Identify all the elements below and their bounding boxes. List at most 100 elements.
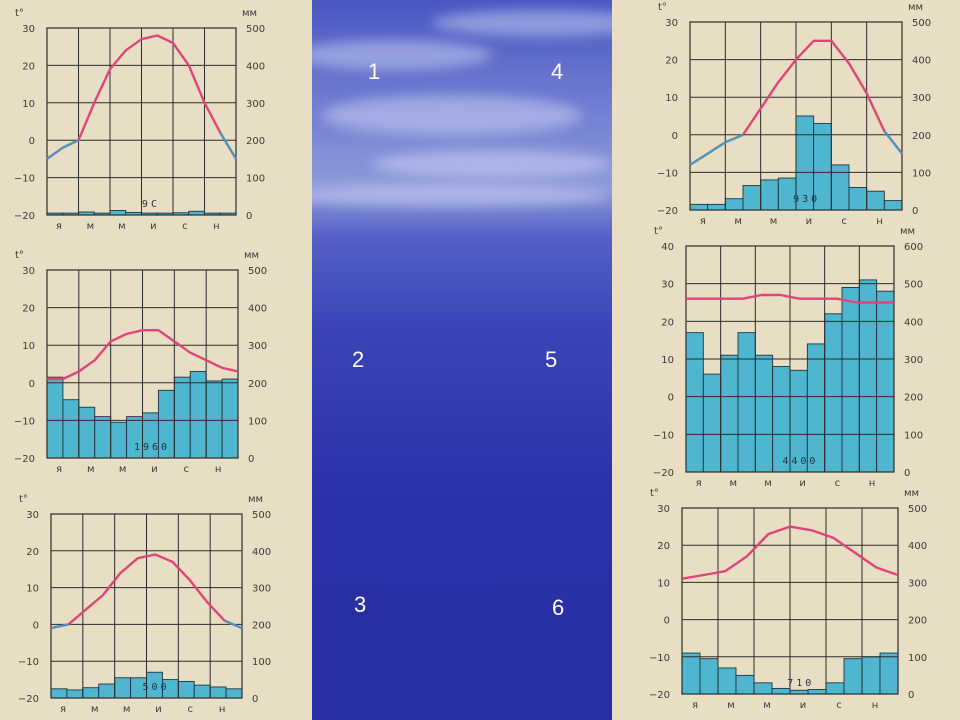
precipitation-tick-label: 400 <box>904 317 923 328</box>
precip-bar <box>848 186 868 211</box>
precip-bar <box>883 200 903 211</box>
month-label: м <box>770 216 778 227</box>
temperature-tick-label: 20 <box>661 317 674 328</box>
precipitation-tick-label: 0 <box>252 694 258 705</box>
month-label: н <box>876 216 883 227</box>
precipitation-tick-label: 400 <box>246 61 265 72</box>
precip-bar <box>824 313 843 473</box>
precip-bar <box>177 680 195 699</box>
temperature-unit-label: t° <box>658 2 667 13</box>
precip-bar <box>830 164 850 211</box>
temperature-tick-label: 10 <box>22 99 35 110</box>
precip-bar <box>209 686 227 699</box>
annual-precipitation-label: 4400 <box>782 456 818 467</box>
precip-bar <box>681 652 701 695</box>
precipitation-tick-label: 400 <box>908 541 927 552</box>
precip-bar <box>114 677 132 699</box>
left-paper-panel <box>0 0 312 720</box>
precipitation-tick-label: 0 <box>904 468 910 479</box>
temperature-tick-label: 30 <box>22 266 35 277</box>
month-label: м <box>87 221 95 232</box>
plot-frame <box>50 513 243 699</box>
precip-bar <box>205 380 223 459</box>
plot-frame <box>685 245 895 473</box>
precipitation-tick-label: 400 <box>248 304 267 315</box>
precipitation-tick-label: 200 <box>246 136 265 147</box>
month-label: м <box>764 478 772 489</box>
month-label: м <box>87 464 95 475</box>
month-label: с <box>184 464 190 475</box>
precip-bar <box>66 689 84 699</box>
precip-bar <box>689 203 709 211</box>
precip-bar <box>50 688 68 699</box>
precip-bar <box>879 652 899 695</box>
precip-bar <box>754 354 774 473</box>
month-label: н <box>872 700 879 711</box>
precipitation-tick-label: 0 <box>912 206 918 217</box>
precipitation-unit-label: мм <box>248 494 263 505</box>
month-label: и <box>155 704 162 715</box>
temperature-tick-label: 40 <box>661 242 674 253</box>
temperature-tick-label: 0 <box>29 379 35 390</box>
precip-bar <box>760 179 779 211</box>
temperature-tick-label: 0 <box>672 131 678 142</box>
month-label: м <box>118 221 126 232</box>
month-label: и <box>150 221 157 232</box>
precipitation-tick-label: 0 <box>246 211 252 222</box>
precip-bar <box>858 279 878 473</box>
temperature-unit-label: t° <box>19 494 28 505</box>
precipitation-tick-label: 200 <box>252 620 271 631</box>
month-label: н <box>215 464 222 475</box>
month-label: я <box>696 478 702 489</box>
precip-bar <box>173 376 191 459</box>
precipitation-tick-label: 500 <box>904 280 923 291</box>
temperature-tick-label: 10 <box>665 93 678 104</box>
precipitation-tick-label: 100 <box>248 416 267 427</box>
annual-precipitation-label: 710 <box>787 678 814 689</box>
precipitation-tick-label: 100 <box>912 168 931 179</box>
precipitation-tick-label: 500 <box>252 510 271 521</box>
month-label: с <box>836 700 842 711</box>
month-label: и <box>151 464 158 475</box>
precip-bar <box>724 198 744 211</box>
temperature-tick-label: 30 <box>22 24 35 35</box>
precip-bar <box>225 688 243 699</box>
plot-frame <box>689 21 903 211</box>
precipitation-tick-label: 300 <box>904 355 923 366</box>
precipitation-unit-label: мм <box>244 250 259 261</box>
temperature-tick-label: 0 <box>29 136 35 147</box>
precipitation-tick-label: 200 <box>908 616 927 627</box>
month-label: с <box>188 704 194 715</box>
temperature-line-below-zero <box>62 139 79 149</box>
precip-bar <box>62 399 80 459</box>
month-label: м <box>91 704 99 715</box>
annual-precipitation-label: 930 <box>793 194 820 205</box>
temperature-tick-label: −10 <box>657 168 678 179</box>
month-label: с <box>835 478 841 489</box>
temperature-line-below-zero <box>219 132 237 160</box>
month-label: и <box>800 700 807 711</box>
precip-bar <box>720 354 739 473</box>
temperature-tick-label: 30 <box>657 504 670 515</box>
temperature-tick-label: 10 <box>26 584 39 595</box>
precipitation-tick-label: 500 <box>908 504 927 515</box>
precip-bar <box>685 332 704 473</box>
month-label: м <box>727 700 735 711</box>
precipitation-tick-label: 100 <box>246 174 265 185</box>
precip-bar <box>46 376 64 459</box>
temperature-tick-label: −20 <box>14 211 35 222</box>
temperature-tick-label: −10 <box>14 416 35 427</box>
precipitation-tick-label: 200 <box>248 379 267 390</box>
month-label: и <box>799 478 806 489</box>
temperature-tick-label: 30 <box>665 18 678 29</box>
label-1: 1 <box>368 59 381 84</box>
label-3: 3 <box>354 592 367 617</box>
precip-bar <box>707 203 726 211</box>
precip-bar <box>841 286 860 473</box>
precipitation-tick-label: 600 <box>904 242 923 253</box>
precip-bar <box>876 290 895 473</box>
month-label: н <box>219 704 226 715</box>
